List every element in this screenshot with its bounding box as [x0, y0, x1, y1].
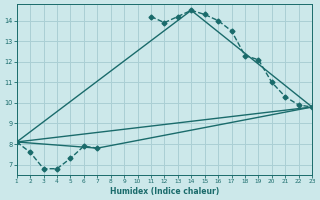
X-axis label: Humidex (Indice chaleur): Humidex (Indice chaleur) [110, 187, 219, 196]
